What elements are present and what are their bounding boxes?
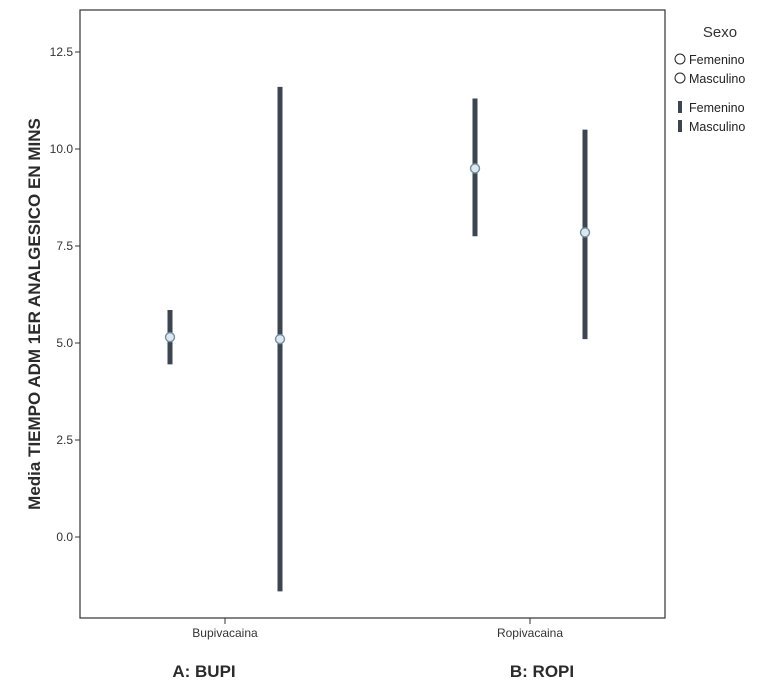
y-tick-label: 5.0	[56, 336, 73, 350]
y-tick-label: 0.0	[56, 530, 73, 544]
y-axis-label: Media TIEMPO ADM 1ER ANALGESICO EN MINS	[25, 118, 44, 510]
x-tick-label: Ropivacaina	[497, 626, 563, 640]
y-tick-label: 10.0	[50, 142, 74, 156]
mean-marker	[274, 333, 286, 345]
x-tick-label: Bupivacaina	[192, 626, 258, 640]
y-tick-label: 2.5	[56, 433, 73, 447]
legend-bar-icon	[678, 120, 682, 132]
x-axis: Bupivacaina Ropivacaina	[192, 618, 563, 640]
mean-marker	[579, 227, 591, 238]
legend-circle-icon	[674, 53, 686, 65]
legend-item-masculino-marker: Masculino	[689, 72, 745, 86]
legend-item-femenino-bar: Femenino	[689, 101, 745, 115]
y-axis: 0.0 2.5 5.0 7.5 10.0 12.5	[50, 45, 80, 544]
chart-marks	[164, 86, 591, 592]
group-label-a: A: BUPI	[172, 662, 235, 681]
group-label-b: B: ROPI	[510, 662, 574, 681]
legend-item-femenino-marker: Femenino	[689, 53, 745, 67]
legend-circle-icon	[674, 72, 686, 84]
mean-marker	[469, 163, 481, 174]
y-tick-label: 12.5	[50, 45, 74, 59]
legend-title: Sexo	[703, 24, 737, 41]
y-tick-label: 7.5	[56, 239, 73, 253]
mean-marker	[164, 331, 176, 343]
plot-frame	[79, 9, 666, 619]
legend: Sexo Femenino Masculino Femenino Masculi…	[674, 24, 745, 134]
legend-item-masculino-bar: Masculino	[689, 120, 745, 134]
legend-bar-icon	[678, 101, 682, 113]
